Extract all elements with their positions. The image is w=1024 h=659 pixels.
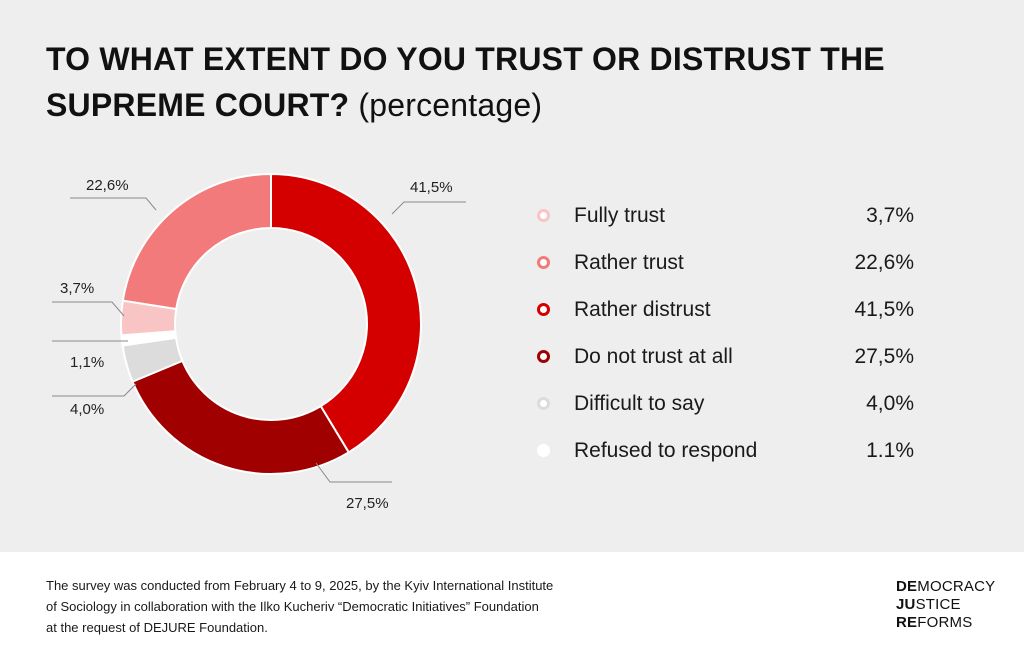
legend-item-do-not-trust: Do not trust at all 27,5% [534,333,924,380]
legend-marker-icon [537,444,550,457]
title-main: TO WHAT EXTENT DO YOU TRUST OR DISTRUST … [46,41,885,123]
legend-item-rather-distrust: Rather distrust 41,5% [534,286,924,333]
legend-value: 41,5% [854,297,914,321]
legend-marker-icon [537,303,550,316]
legend-label: Rather distrust [574,297,711,321]
logo-line: REFORMS [896,614,973,631]
legend-item-fully-trust: Fully trust 3,7% [534,192,924,239]
dejure-logo: DEMOCRACY JUSTICE REFORMS [896,578,995,632]
footnote-line: at the request of DEJURE Foundation. [46,620,268,635]
chart-title: TO WHAT EXTENT DO YOU TRUST OR DISTRUST … [46,36,986,128]
legend-marker-icon [537,397,550,410]
legend-label: Refused to respond [574,438,758,462]
legend-label: Fully trust [574,203,666,227]
legend-label: Difficult to say [574,391,705,415]
legend-item-refused: Refused to respond 1.1% [534,427,924,474]
legend-value: 1.1% [866,438,914,462]
leader-line [315,462,392,483]
leader-line [52,383,137,397]
legend: Fully trust 3,7% Rather trust 22,6% Rath… [534,192,924,474]
legend-marker-icon [537,350,550,363]
legend-value: 27,5% [854,344,914,368]
legend-item-rather-trust: Rather trust 22,6% [534,239,924,286]
footnote-line: The survey was conducted from February 4… [46,578,554,593]
logo-line: DEMOCRACY [896,578,996,595]
footnote-line: of Sociology in collaboration with the I… [46,599,539,614]
leader-line [70,197,157,211]
legend-label: Rather trust [574,250,684,274]
data-label: 41,5% [410,179,453,196]
donut-chart: 41,5% 27,5% 4,0% 1,1% 3,7% 22,6% [52,172,466,512]
data-label: 1,1% [70,354,104,371]
legend-item-difficult-to-say: Difficult to say 4,0% [534,380,924,427]
data-label: 4,0% [70,401,104,418]
legend-marker-icon [537,209,550,222]
data-label: 22,6% [86,177,129,194]
legend-marker-icon [537,256,550,269]
data-label: 3,7% [60,280,94,297]
donut-slice-rather-trust [121,172,272,311]
legend-value: 4,0% [866,391,914,415]
leader-line [391,201,466,215]
legend-label: Do not trust at all [574,344,733,368]
leader-line [52,301,125,317]
legend-value: 3,7% [866,203,914,227]
legend-value: 22,6% [854,250,914,274]
survey-footnote: The survey was conducted from February 4… [46,575,646,638]
donut-slice-do-not-trust-at-all [131,359,351,475]
logo-line: JUSTICE [896,596,961,613]
title-unit: (percentage) [358,87,543,123]
donut-slice-rather-distrust [270,172,422,454]
data-label: 27,5% [346,495,389,512]
